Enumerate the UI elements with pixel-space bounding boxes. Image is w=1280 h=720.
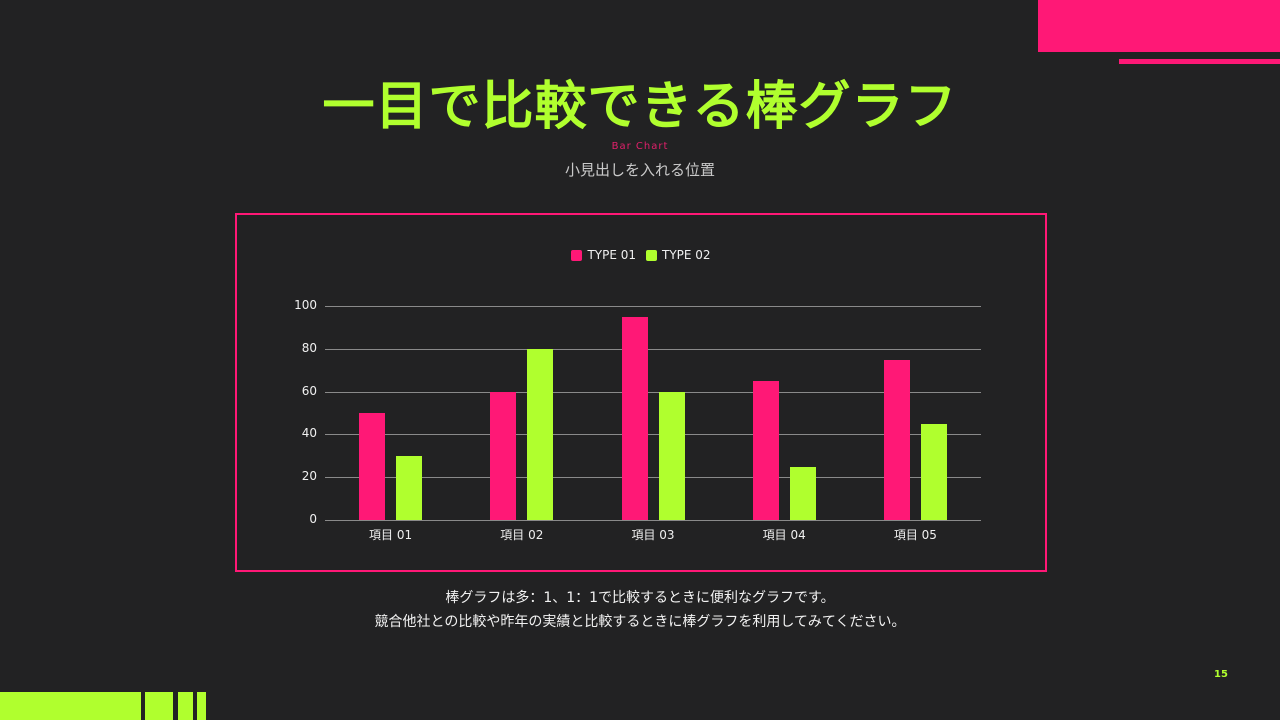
legend-label: TYPE 01 xyxy=(587,248,636,262)
caption-line-1: 棒グラフは多：1、1：1で比較するときに便利なグラフです。 xyxy=(445,590,835,606)
x-tick-label: 項目 02 xyxy=(500,528,544,542)
chart-frame: TYPE 01 TYPE 02 0 20 40 60 80 100 項目 01 項目 02 項目… xyxy=(235,213,1047,572)
x-tick-label: 項目 04 xyxy=(762,528,806,542)
bar-type-02 xyxy=(920,423,947,520)
bar-type-02 xyxy=(789,466,816,520)
legend-label: TYPE 02 xyxy=(662,248,711,262)
x-tick-label: 項目 03 xyxy=(631,528,675,542)
bar-type-01 xyxy=(359,413,386,520)
legend-item-type-02: TYPE 02 xyxy=(646,248,711,262)
gridline xyxy=(325,306,981,307)
bar-type-01 xyxy=(490,391,517,520)
bar-type-01 xyxy=(883,359,910,520)
legend-swatch-icon xyxy=(571,249,583,261)
decorative-pink-block xyxy=(1038,0,1280,52)
legend-swatch-icon xyxy=(646,249,657,261)
chart-legend: TYPE 01 TYPE 02 xyxy=(237,248,1045,262)
bar-type-01 xyxy=(621,316,648,520)
legend-item-type-01: TYPE 01 xyxy=(571,248,636,262)
x-tick-label: 項目 05 xyxy=(893,528,937,542)
caption-line-2: 競合他社との比較や昨年の実績と比較するときに棒グラフを利用してみてください。 xyxy=(374,614,906,630)
y-tick-label: 0 xyxy=(309,512,317,526)
gridline xyxy=(325,520,981,521)
decorative-green-bar xyxy=(0,692,141,720)
decorative-green-stripe xyxy=(145,692,173,720)
slide-eyebrow: Bar Chart xyxy=(611,141,669,152)
slide-title: 一目で比較できる棒グラフ xyxy=(322,77,958,137)
slide-subtitle: 小見出しを入れる位置 xyxy=(564,161,715,179)
decorative-green-stripe xyxy=(178,692,193,720)
gridline xyxy=(325,477,981,479)
page-number: 15 xyxy=(1214,669,1228,680)
x-tick-label: 項目 01 xyxy=(369,528,413,542)
y-tick-label: 40 xyxy=(301,426,317,441)
decorative-pink-line xyxy=(1119,59,1280,64)
bar-type-01 xyxy=(752,380,779,520)
chart-plot-area: 0 20 40 60 80 100 項目 01 項目 02 項目 03 項目 04 項目 05 xyxy=(294,298,981,542)
y-tick-label: 60 xyxy=(301,383,317,398)
bar-type-02 xyxy=(658,391,685,520)
bar-type-02 xyxy=(396,455,423,520)
y-tick-label: 20 xyxy=(301,469,317,484)
bar-type-02 xyxy=(527,348,554,520)
decorative-green-stripe xyxy=(197,692,206,720)
gridline xyxy=(325,348,981,350)
y-tick-label: 100 xyxy=(294,298,317,312)
gridline xyxy=(325,391,981,393)
gridline xyxy=(325,434,981,436)
y-tick-label: 80 xyxy=(301,340,317,355)
